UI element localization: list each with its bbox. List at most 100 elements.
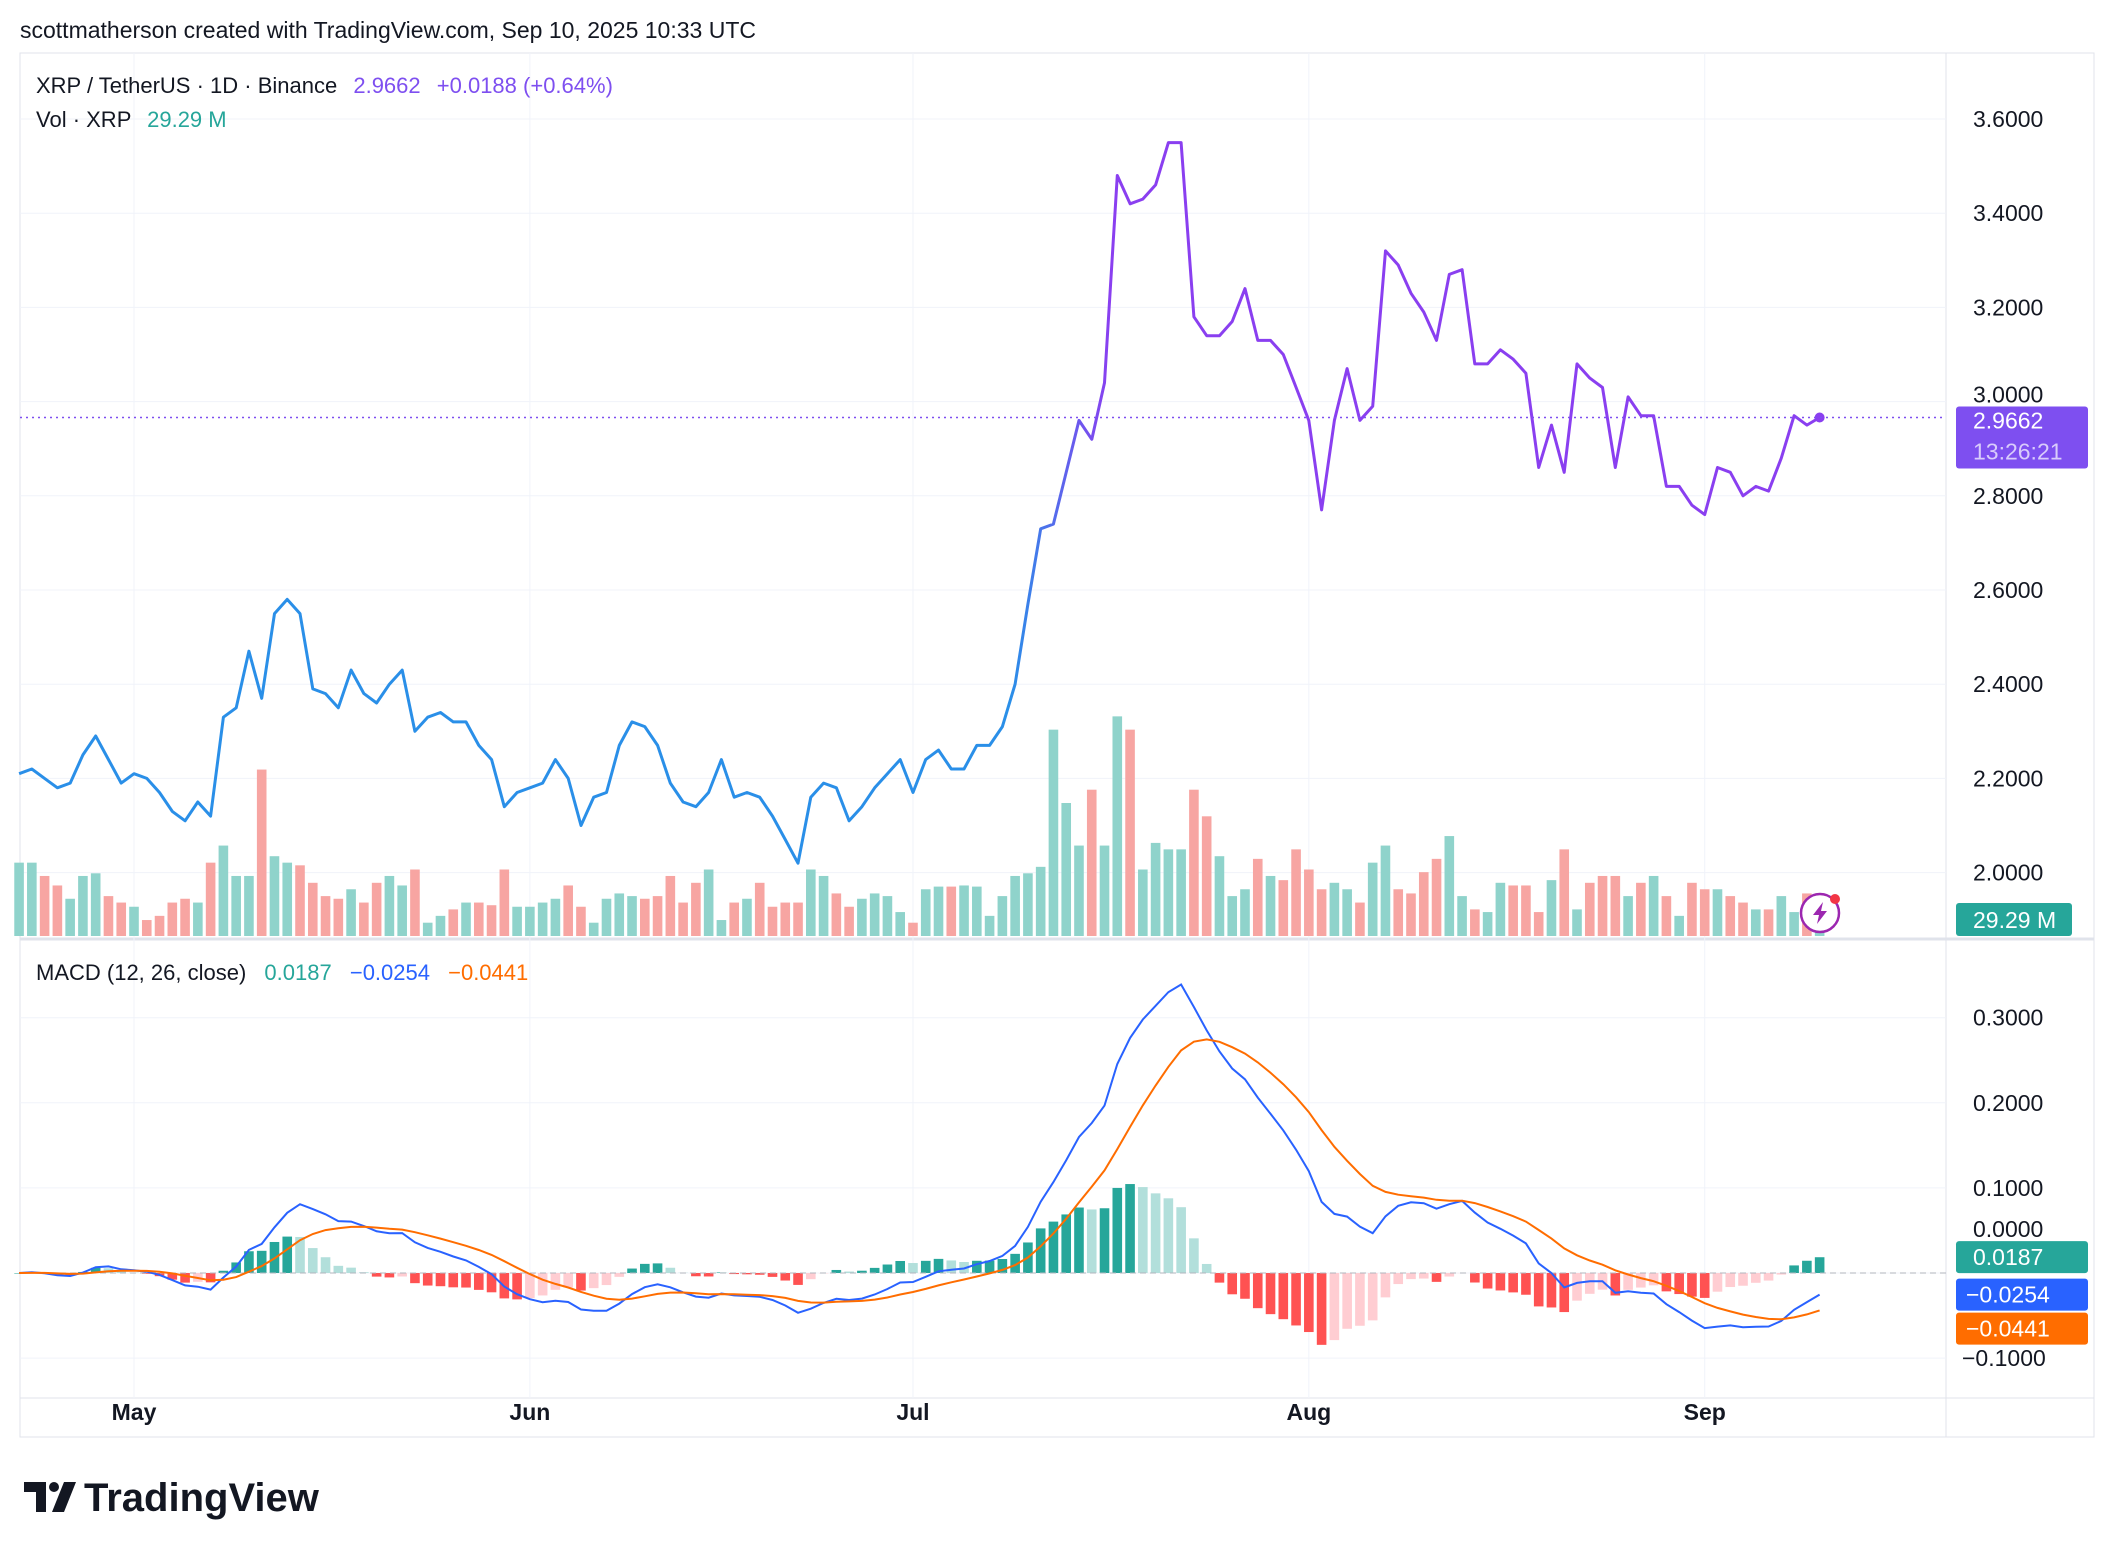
volume-bar xyxy=(1674,916,1684,936)
volume-bar xyxy=(1342,889,1352,936)
volume-bar xyxy=(1049,730,1059,936)
macd-hist-value: 0.0187 xyxy=(1973,1244,2043,1270)
volume-bar xyxy=(921,889,931,936)
volume-bar xyxy=(1010,876,1020,936)
attribution-text: scottmatherson created with TradingView.… xyxy=(20,17,756,43)
histogram-bar xyxy=(282,1237,292,1273)
volume-bar xyxy=(1406,893,1416,936)
histogram-bar xyxy=(385,1273,395,1277)
volume-bar xyxy=(1751,909,1761,936)
volume-bar xyxy=(870,893,880,936)
volume-bar xyxy=(1636,883,1646,936)
volume-bar xyxy=(946,887,956,936)
histogram-bar xyxy=(793,1273,803,1285)
macd-tick-label: 0.3000 xyxy=(1973,1005,2043,1031)
volume-bar xyxy=(129,907,139,936)
bar-countdown: 13:26:21 xyxy=(1973,439,2063,465)
histogram-bar xyxy=(908,1263,918,1273)
histogram-bar xyxy=(1355,1273,1365,1326)
tradingview-logo[interactable]: TradingView xyxy=(24,1476,320,1520)
histogram-bar xyxy=(1266,1273,1276,1314)
macd-legend-hist: 0.0187 xyxy=(264,960,331,985)
histogram-bar xyxy=(780,1273,790,1281)
volume-legend[interactable]: Vol · XRP 29.29 M xyxy=(36,107,227,132)
volume-bar xyxy=(1061,803,1071,936)
volume-bar xyxy=(1125,730,1135,936)
volume-bar xyxy=(334,899,344,936)
volume-bar xyxy=(563,885,573,936)
volume-bar xyxy=(1189,790,1199,936)
symbol-legend[interactable]: XRP / TetherUS · 1D · Binance 2.9662 +0.… xyxy=(36,73,613,98)
histogram-bar xyxy=(1202,1264,1212,1273)
histogram-bar xyxy=(1330,1273,1340,1340)
volume-bar xyxy=(244,876,254,936)
volume-bar xyxy=(627,896,637,936)
volume-bar xyxy=(1700,889,1710,936)
volume-bar xyxy=(1559,849,1569,936)
histogram-bar xyxy=(1508,1273,1518,1292)
price-tick-label: 2.2000 xyxy=(1973,765,2043,791)
macd-signal-label: −0.0441 xyxy=(1956,1313,2088,1345)
histogram-bar xyxy=(895,1261,905,1273)
histogram-bar xyxy=(1687,1273,1697,1297)
histogram-bar xyxy=(614,1273,624,1277)
macd-tick-label: 0.0000 xyxy=(1973,1216,2043,1242)
volume-bar xyxy=(423,923,433,936)
volume-bar xyxy=(678,903,688,936)
volume-bar xyxy=(525,907,535,936)
histogram-bar xyxy=(1636,1273,1646,1288)
volume-bar xyxy=(65,899,75,936)
histogram-bar xyxy=(1036,1228,1046,1273)
volume-bar xyxy=(1317,889,1327,936)
volume-bar xyxy=(653,896,663,936)
lightning-icon[interactable] xyxy=(1801,894,1840,932)
histogram-bar xyxy=(1534,1273,1544,1306)
histogram-bar xyxy=(461,1273,471,1288)
price-tick-label: 3.2000 xyxy=(1973,294,2043,320)
time-tick-label: May xyxy=(112,1399,157,1425)
macd-signal-value: −0.0441 xyxy=(1966,1316,2050,1342)
volume-bar xyxy=(1572,909,1582,936)
volume-bar xyxy=(742,899,752,936)
macd-legend[interactable]: MACD (12, 26, close) 0.0187 −0.0254 −0.0… xyxy=(36,960,528,985)
volume-bar xyxy=(346,889,356,936)
volume-bar xyxy=(934,887,944,936)
volume-bar xyxy=(614,893,624,936)
histogram-bar xyxy=(1176,1207,1186,1273)
macd-histogram xyxy=(14,1184,1824,1345)
volume-bar xyxy=(1585,883,1595,936)
histogram-bar xyxy=(1496,1273,1506,1290)
price-tick-label: 3.4000 xyxy=(1973,200,2043,226)
histogram-bar xyxy=(334,1266,344,1273)
histogram-bar xyxy=(1125,1184,1135,1273)
volume-bar xyxy=(1355,903,1365,936)
volume-bar xyxy=(1713,889,1723,936)
histogram-bar xyxy=(1700,1273,1710,1298)
volume-bar xyxy=(270,856,280,936)
histogram-bar xyxy=(397,1273,407,1276)
histogram-bar xyxy=(1368,1273,1378,1320)
volume-bar xyxy=(193,903,203,936)
macd-legend-line: −0.0254 xyxy=(350,960,430,985)
volume-bar xyxy=(602,899,612,936)
histogram-bar xyxy=(563,1273,573,1287)
volume-bar xyxy=(116,903,126,936)
volume-bar xyxy=(1764,909,1774,936)
volume-bar xyxy=(1470,909,1480,936)
volume-bar xyxy=(78,876,88,936)
volume-bar xyxy=(1253,859,1263,936)
volume-bar xyxy=(1227,896,1237,936)
volume-bar xyxy=(959,885,969,936)
logo-wordmark: TradingView xyxy=(84,1476,320,1520)
last-price-value: 2.9662 xyxy=(1973,408,2043,434)
volume-bar xyxy=(321,896,331,936)
volume-bar xyxy=(1138,870,1148,937)
volume-bar xyxy=(308,883,318,936)
histogram-bar xyxy=(653,1263,663,1273)
volume-bar xyxy=(883,896,893,936)
volume-bar xyxy=(1291,849,1301,936)
histogram-bar xyxy=(1521,1273,1531,1295)
histogram-bar xyxy=(1802,1261,1812,1273)
time-tick-label: Sep xyxy=(1684,1399,1726,1425)
